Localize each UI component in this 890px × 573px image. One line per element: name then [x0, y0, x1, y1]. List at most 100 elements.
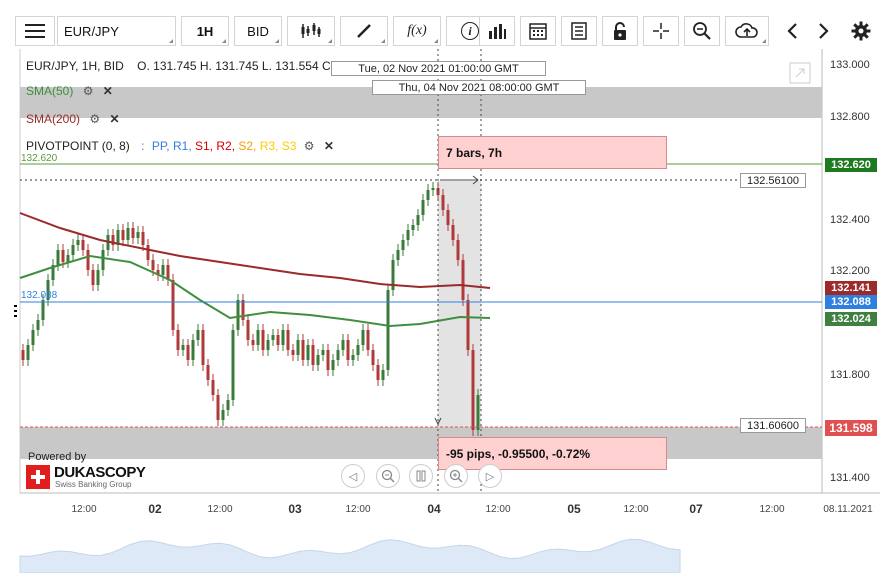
price-axis-label: 133.000 — [830, 59, 870, 71]
timeframe-selector[interactable]: 1H — [181, 16, 229, 46]
nav-forward-button[interactable]: ▷ — [478, 464, 502, 488]
candle-body — [426, 190, 430, 200]
volume-button[interactable] — [479, 16, 515, 46]
sma200-settings-icon[interactable]: ⚙ — [89, 112, 101, 126]
candle-body — [196, 330, 200, 340]
pivot-label: PIVOTPOINT (0, 8) — [26, 139, 130, 153]
candle-body — [136, 232, 140, 238]
drawing-tool-button[interactable] — [340, 16, 388, 46]
candle-body — [286, 330, 290, 350]
sma200-close-icon[interactable]: ✕ — [109, 112, 120, 126]
time-axis-label: 12:00 — [759, 504, 785, 515]
navigator-chart[interactable] — [0, 513, 890, 573]
info-icon: i — [461, 22, 479, 40]
news-button[interactable] — [561, 16, 597, 46]
candle-body — [251, 340, 255, 345]
candle-body — [431, 188, 435, 190]
pivot-level-r2: R2, — [216, 139, 239, 153]
candle-body — [316, 355, 320, 365]
candle-body — [451, 225, 455, 240]
candle-body — [26, 345, 30, 360]
candle-body — [326, 350, 330, 370]
candle-body — [91, 270, 95, 285]
pause-icon — [416, 470, 426, 482]
candle-body — [171, 280, 175, 330]
price-axis-label: 132.400 — [830, 214, 870, 226]
price-axis-label: 131.800 — [830, 369, 870, 381]
pp-price-tag: 132.088 — [825, 295, 877, 309]
candle-body — [291, 350, 295, 355]
time-axis-label: 12:00 — [71, 504, 97, 515]
upload-button[interactable] — [725, 16, 769, 46]
pivot-close-icon[interactable]: ✕ — [323, 139, 334, 153]
lock-button[interactable] — [602, 16, 638, 46]
toolbar: EUR/JPY 1H BID f(x) i — [12, 13, 882, 49]
pivot-level-r3: R3, — [259, 139, 282, 153]
scroll-left-button[interactable] — [778, 16, 808, 46]
time-axis-label: 07 — [689, 502, 703, 516]
candles-icon — [301, 23, 321, 38]
date-tooltip-2: Thu, 04 Nov 2021 08:00:00 GMT — [372, 80, 586, 95]
candle-body — [306, 345, 310, 360]
brand-tagline: Swiss Banking Group — [55, 480, 132, 489]
candle-body — [376, 365, 380, 380]
left-pp-label: 132.088 — [21, 290, 58, 301]
candle-body — [156, 270, 160, 275]
calendar-button[interactable] — [520, 16, 556, 46]
measure-pips-box: -95 pips, -0.95500, -0.72% — [438, 437, 667, 470]
candle-body — [66, 255, 70, 262]
zoom-in-button[interactable] — [444, 464, 468, 488]
scroll-right-button[interactable] — [808, 16, 838, 46]
measure-bars-box: 7 bars, 7h — [438, 136, 667, 169]
chevron-right-icon — [819, 23, 829, 39]
legend-ohlc: O. 131.745 H. 131.745 L. 131.554 C. 131.… — [137, 59, 381, 73]
candle-body — [456, 240, 460, 260]
indicators-button[interactable]: f(x) — [393, 16, 441, 46]
pivot-settings-icon[interactable]: ⚙ — [303, 139, 315, 153]
price-type-selector[interactable]: BID — [234, 16, 282, 46]
candle-body — [476, 395, 480, 430]
candles-group — [21, 182, 480, 436]
candle-body — [151, 260, 155, 270]
candle-body — [336, 350, 340, 360]
candle-body — [191, 340, 195, 360]
candle-body — [176, 330, 180, 350]
candle-body — [111, 235, 115, 245]
pause-button[interactable] — [409, 464, 433, 488]
time-axis-label: 12:00 — [207, 504, 233, 515]
chart-type-button[interactable] — [287, 16, 335, 46]
candle-body — [341, 340, 345, 350]
symbol-selector[interactable]: EUR/JPY — [57, 16, 176, 46]
candle-body — [361, 330, 365, 345]
zoom-button[interactable] — [684, 16, 720, 46]
sma50-price-tag: 132.024 — [825, 312, 877, 326]
chevron-left-icon — [787, 23, 797, 39]
crosshair-button[interactable] — [643, 16, 679, 46]
sma50-settings-icon[interactable]: ⚙ — [82, 84, 94, 98]
maximize-icon — [789, 62, 811, 84]
sma50-close-icon[interactable]: ✕ — [102, 84, 113, 98]
candle-body — [276, 335, 280, 345]
candle-body — [461, 260, 465, 300]
zoom-out-button[interactable] — [376, 464, 400, 488]
candle-body — [296, 340, 300, 355]
magnifier-icon — [693, 22, 711, 40]
candle-body — [411, 225, 415, 230]
zoom-in-icon — [449, 469, 463, 483]
pivot-level-r1: R1, — [172, 139, 195, 153]
measure-selection — [438, 181, 481, 427]
candle-body — [396, 250, 400, 260]
candle-body — [471, 350, 475, 430]
candle-body — [211, 380, 215, 395]
candle-body — [266, 340, 270, 350]
time-axis-label: 12:00 — [623, 504, 649, 515]
menu-button[interactable] — [15, 16, 55, 46]
pivot-colon: : — [141, 139, 145, 153]
candle-body — [346, 340, 350, 360]
candle-body — [231, 330, 235, 400]
candle-body — [381, 370, 385, 380]
settings-button[interactable] — [846, 16, 876, 46]
nav-back-button[interactable]: ◁ — [341, 464, 365, 488]
candle-body — [446, 210, 450, 225]
pivot-level-s2: S2, — [238, 139, 260, 153]
